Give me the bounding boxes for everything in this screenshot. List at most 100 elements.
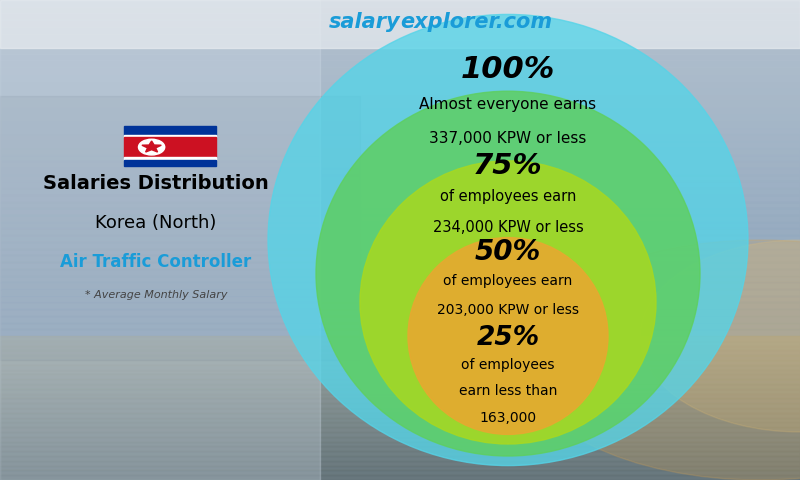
Bar [0, 313, 800, 325]
Bar [0, 316, 800, 323]
Bar [0, 7, 800, 13]
Text: Salaries Distribution: Salaries Distribution [43, 174, 269, 193]
Text: 163,000: 163,000 [479, 410, 537, 425]
Bar [0, 60, 800, 67]
Bar [0, 360, 800, 365]
Bar [0, 87, 800, 94]
Text: Almost everyone earns: Almost everyone earns [419, 96, 597, 112]
Bar [0, 67, 800, 74]
Bar [0, 312, 800, 324]
Ellipse shape [268, 14, 748, 466]
Bar [0, 307, 800, 319]
Text: 100%: 100% [461, 55, 555, 84]
Ellipse shape [520, 240, 800, 480]
Bar [0, 308, 800, 320]
Bar [0, 466, 800, 470]
Bar [0, 40, 800, 47]
Bar [0, 309, 800, 321]
Bar [0, 262, 800, 269]
Bar [0, 314, 800, 326]
Bar [0, 314, 800, 326]
Bar [0, 108, 800, 114]
Bar [0, 442, 800, 446]
Text: Korea (North): Korea (North) [95, 214, 217, 232]
Text: 234,000 KPW or less: 234,000 KPW or less [433, 220, 583, 236]
Bar [0, 350, 800, 355]
Bar [0, 312, 800, 324]
Text: explorer.com: explorer.com [400, 12, 552, 32]
Bar [0, 456, 800, 461]
Bar [0, 427, 800, 432]
Bar [0, 313, 800, 325]
Bar [0, 309, 800, 321]
Bar [0, 313, 800, 325]
Bar [0, 313, 800, 325]
Bar [124, 137, 216, 157]
Bar [0, 0, 800, 7]
Circle shape [138, 139, 165, 155]
Bar [0, 20, 800, 27]
Bar [0, 314, 800, 326]
Bar [0, 311, 800, 323]
Bar [0, 329, 800, 336]
Bar [0, 307, 800, 319]
Bar [0, 309, 800, 316]
Bar [0, 141, 800, 148]
Bar [0, 101, 800, 108]
Bar [0, 475, 800, 480]
Bar [0, 13, 800, 20]
Bar [0, 312, 800, 324]
Bar [0, 308, 800, 320]
Bar [0, 312, 800, 324]
Bar [0, 355, 800, 360]
Bar [0, 222, 800, 228]
Bar [0, 389, 800, 394]
Bar [0, 309, 800, 321]
Bar [0, 114, 800, 121]
Bar [0, 81, 800, 87]
Bar [0, 121, 800, 128]
Bar [0, 308, 800, 320]
Bar [0, 311, 800, 323]
Bar [0, 312, 800, 324]
Text: earn less than: earn less than [459, 384, 557, 398]
Ellipse shape [640, 240, 800, 432]
Bar [0, 309, 800, 321]
Bar [0, 228, 800, 235]
Text: * Average Monthly Salary: * Average Monthly Salary [85, 290, 227, 300]
Bar [0, 215, 800, 222]
Bar [0, 309, 800, 321]
Bar [0, 437, 800, 442]
Bar [0, 308, 800, 320]
Bar [0, 446, 800, 451]
Text: of employees earn: of employees earn [443, 274, 573, 288]
Bar [0, 269, 800, 276]
Bar [0, 312, 800, 324]
Bar [0, 0, 320, 480]
Bar [0, 0, 800, 48]
Bar [0, 403, 800, 408]
Bar [0, 384, 800, 389]
Text: salary: salary [328, 12, 400, 32]
Ellipse shape [360, 161, 656, 444]
Bar [124, 135, 216, 137]
Bar [0, 188, 800, 195]
Bar [124, 126, 216, 135]
Bar [0, 27, 800, 34]
Bar [0, 394, 800, 398]
Bar [0, 408, 800, 413]
Bar [0, 242, 800, 249]
Polygon shape [142, 141, 162, 152]
Text: of employees: of employees [462, 358, 554, 372]
Text: 75%: 75% [473, 152, 543, 180]
Bar [0, 148, 800, 155]
Bar [0, 195, 800, 202]
Bar [0, 310, 800, 323]
Bar [0, 365, 800, 370]
Bar [0, 54, 800, 60]
Bar [124, 160, 216, 166]
Bar [0, 202, 800, 208]
Bar [0, 161, 800, 168]
Bar [0, 282, 800, 289]
Bar [0, 94, 800, 101]
